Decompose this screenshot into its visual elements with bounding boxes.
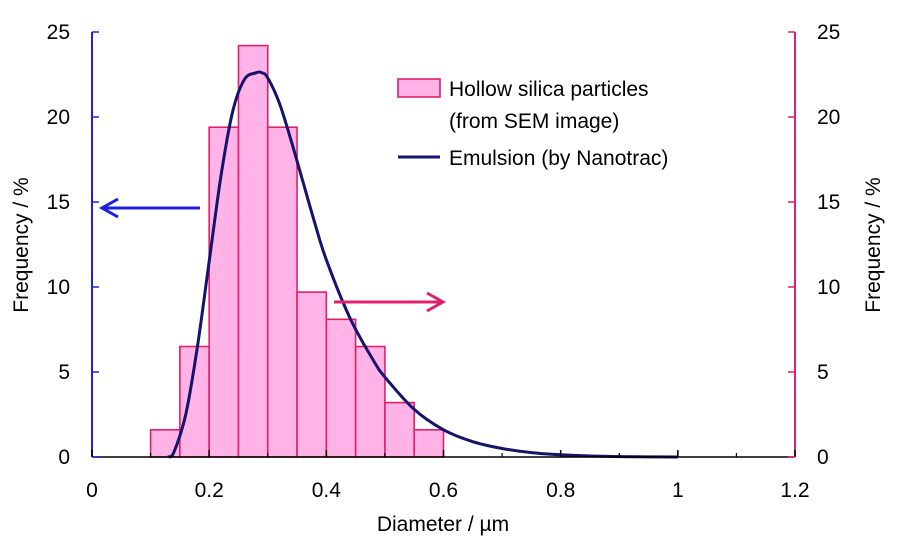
tick-labels: 0 0.2 0.4 0.6 0.8 1 1.2 0 5 10 15 20 25 0 5 10 15 20 25 <box>47 21 841 502</box>
left-axis-arrow-icon <box>98 197 119 219</box>
y-right-tick-label: 20 <box>817 106 840 129</box>
histogram-bar <box>413 428 445 458</box>
y-right-tick-label: 0 <box>817 446 829 469</box>
y-left-tick-label: 5 <box>58 361 70 384</box>
x-axis-label: Diameter / µm <box>377 513 509 536</box>
x-tick-label: 1 <box>672 479 684 502</box>
y-right-tick-label: 5 <box>817 361 829 384</box>
histogram-bar <box>296 291 328 458</box>
y-left-tick-label: 20 <box>47 106 70 129</box>
y-right-tick-label: 10 <box>817 276 840 299</box>
histogram-bar <box>384 401 416 458</box>
right-axis-arrow-icon <box>426 291 447 313</box>
y-left-tick-label: 0 <box>58 446 70 469</box>
histogram-bar <box>149 428 181 458</box>
histogram-bar <box>208 126 240 458</box>
x-tick-label: 0 <box>86 479 98 502</box>
histogram-bar <box>354 345 386 458</box>
y-left-tick-label: 25 <box>47 21 70 44</box>
histogram-bars <box>149 44 445 458</box>
histogram-bar <box>237 44 269 458</box>
y-axis-label-left: Frequency / % <box>10 177 33 312</box>
legend: Hollow silica particles (from SEM image) E… <box>397 78 668 170</box>
legend-swatch-histogram <box>397 78 441 98</box>
emulsion-curve-layer <box>167 70 678 459</box>
y-right-tick-label: 15 <box>817 191 840 214</box>
x-tick-label: 0.2 <box>195 479 224 502</box>
y-left-tick-label: 10 <box>47 276 70 299</box>
histogram-bar <box>325 318 357 458</box>
histogram-bar <box>266 126 298 458</box>
y-left-tick-label: 15 <box>47 191 70 214</box>
legend-label-curve: Emulsion (by Nanotrac) <box>449 147 668 170</box>
x-tick-label: 1.2 <box>780 479 809 502</box>
x-tick-label: 0.6 <box>429 479 458 502</box>
y-axis-label-right: Frequency / % <box>862 177 885 312</box>
legend-label-histogram: Hollow silica particles <box>449 78 649 101</box>
x-tick-label: 0.4 <box>312 479 342 502</box>
y-right-tick-label: 25 <box>817 21 840 44</box>
legend-label-histogram: (from SEM image) <box>449 110 619 133</box>
x-tick-label: 0.8 <box>546 479 575 502</box>
emulsion-curve <box>167 70 678 459</box>
axis-indicator-arrows <box>98 197 447 313</box>
